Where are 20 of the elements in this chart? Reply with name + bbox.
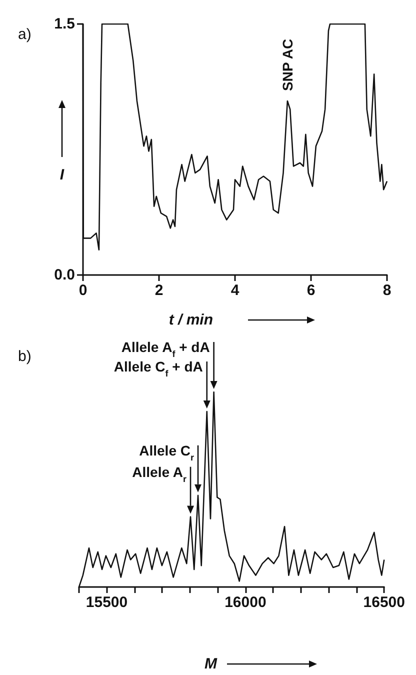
x-tick-label: 2 (154, 282, 164, 299)
chart-title: b) (18, 348, 32, 365)
x-tick-label: 0 (78, 282, 88, 299)
y-axis-title: I (60, 166, 65, 184)
annotation: Allele A$_{f}$ + dA (121, 339, 210, 359)
annotation: SNP AC (279, 38, 296, 91)
x-tick-label: 4 (230, 282, 240, 299)
annotation: Allele C$_{r}$ (139, 442, 194, 462)
annotation: Allele C$_{f}$ + dA (114, 358, 203, 378)
x-tick-label: 8 (382, 282, 392, 299)
x-tick-label: 6 (306, 282, 316, 299)
x-axis-title: t / min (168, 312, 213, 328)
x-tick-label: 16000 (224, 594, 266, 611)
annotation: Allele A$_{r}$ (132, 464, 187, 484)
x-axis-title: M (204, 656, 218, 672)
y-tick-label: 0.0 (54, 266, 75, 284)
y-tick-label: 1.5 (54, 16, 75, 32)
chart-title: a) (18, 26, 32, 43)
x-tick-label: 15500 (86, 594, 128, 611)
x-tick-label: 16500 (363, 594, 406, 611)
